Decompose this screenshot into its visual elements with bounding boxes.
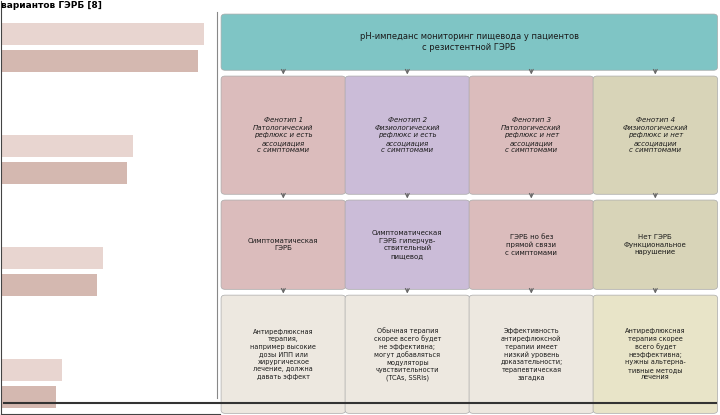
Bar <box>1 162 127 184</box>
Text: Фенотип 2
Физиологический
рефлюкс и есть
ассоциация
с симптомами: Фенотип 2 Физиологический рефлюкс и есть… <box>374 117 440 153</box>
FancyBboxPatch shape <box>469 295 593 413</box>
Text: Антирефлюксная
терапия скорее
всего будет
неэффективна;
нужны альтерна-
тивные м: Антирефлюксная терапия скорее всего буде… <box>625 328 685 380</box>
FancyBboxPatch shape <box>221 295 346 413</box>
FancyBboxPatch shape <box>221 200 346 289</box>
Text: ГЭРБ но без
прямой связи
с симптомами: ГЭРБ но без прямой связи с симптомами <box>505 234 557 256</box>
Text: Антирефлюксная
терапия,
например высокие
дозы ИПП или
хирургическое
лечение, дол: Антирефлюксная терапия, например высокие… <box>251 329 316 380</box>
Text: Фенотип 4
Физиологический
рефлюкс и нет
ассоциации
с симптомами: Фенотип 4 Физиологический рефлюкс и нет … <box>623 117 688 153</box>
Bar <box>1 274 96 296</box>
FancyBboxPatch shape <box>345 295 469 413</box>
FancyBboxPatch shape <box>593 200 718 289</box>
FancyBboxPatch shape <box>221 76 346 194</box>
FancyBboxPatch shape <box>469 76 593 194</box>
FancyBboxPatch shape <box>221 14 718 70</box>
FancyBboxPatch shape <box>593 295 718 413</box>
Text: Симптоматическая
ГЭРБ гиперчув-
ствительный
пищевод: Симптоматическая ГЭРБ гиперчув- ствитель… <box>372 230 443 259</box>
Text: Обычная терапия
скорее всего будет
не эффективна;
могут добавляться
модуляторы
ч: Обычная терапия скорее всего будет не эф… <box>374 327 441 381</box>
Text: Фенотип 3
Патологический
рефлюкс и нет
ассоциации
с симптомами: Фенотип 3 Патологический рефлюкс и нет а… <box>501 117 562 153</box>
FancyBboxPatch shape <box>345 76 469 194</box>
Bar <box>1 50 198 71</box>
Text: Фенотип 1
Патологический
рефлюкс и есть
ассоциация
с симптомами: Фенотип 1 Патологический рефлюкс и есть … <box>253 117 313 153</box>
Bar <box>1 359 62 381</box>
Bar <box>1 247 103 269</box>
FancyBboxPatch shape <box>469 200 593 289</box>
Bar <box>1 135 133 157</box>
Text: Эффективность
антирефлюксной
терапии имеет
низкий уровень
доказательности;
терап: Эффективность антирефлюксной терапии име… <box>500 328 562 381</box>
Bar <box>1 23 204 45</box>
FancyBboxPatch shape <box>593 76 718 194</box>
Text: Симптоматическая
ГЭРБ: Симптоматическая ГЭРБ <box>248 238 318 251</box>
Text: рН-импеданс мониторинг пищевода у пациентов
с резистентной ГЭРБ: рН-импеданс мониторинг пищевода у пациен… <box>360 32 579 52</box>
Text: Нет ГЭРБ
Функциональное
нарушение: Нет ГЭРБ Функциональное нарушение <box>624 234 687 255</box>
Bar <box>1 386 56 408</box>
Text: вариантов ГЭРБ [8]: вариантов ГЭРБ [8] <box>1 1 102 10</box>
FancyBboxPatch shape <box>345 200 469 289</box>
